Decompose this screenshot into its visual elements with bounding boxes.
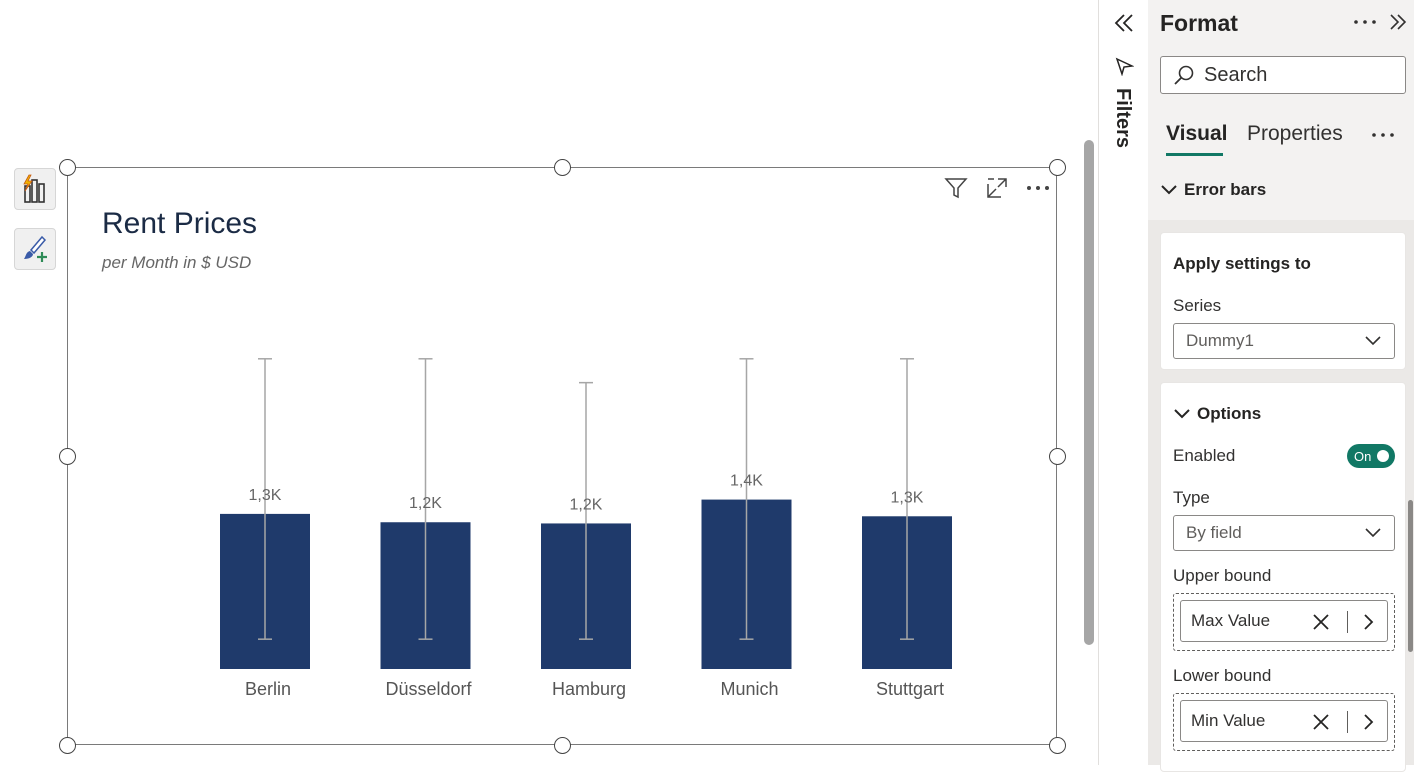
x-tick-label-0: Berlin (245, 679, 291, 699)
canvas-scrollbar[interactable] (1084, 140, 1094, 645)
pill-divider (1347, 611, 1348, 633)
chevron-down-icon (1365, 336, 1381, 346)
format-pane-title: Format (1160, 10, 1238, 36)
resize-handle-bottom[interactable] (554, 737, 571, 754)
collapse-chevrons-icon[interactable] (1113, 12, 1135, 34)
filters-pane (1098, 0, 1148, 765)
upper-bound-label: Upper bound (1173, 566, 1272, 585)
resize-handle-bottom-left[interactable] (59, 737, 76, 754)
search-input[interactable]: Search (1160, 56, 1406, 94)
format-pane: Format Search Visual Properties Error ba… (1148, 0, 1414, 772)
tab-visual[interactable]: Visual (1166, 122, 1228, 145)
resize-handle-top-left[interactable] (59, 159, 76, 176)
enabled-toggle-text: On (1354, 448, 1372, 464)
format-pane-scrollbar[interactable] (1408, 500, 1413, 652)
data-label-0: 1,3K (249, 487, 282, 504)
x-tick-label-2: Hamburg (552, 679, 626, 699)
resize-handle-left[interactable] (59, 448, 76, 465)
filters-pane-label[interactable]: Filters (1112, 88, 1134, 149)
options-card: Options Enabled On Type By field Upper b… (1160, 382, 1406, 772)
focus-mode-icon (987, 178, 1007, 198)
chevron-down-icon (1365, 528, 1381, 538)
more-options-button[interactable] (1023, 173, 1053, 203)
chevron-down-icon (1174, 409, 1190, 419)
filter-icon (1115, 57, 1134, 76)
options-heading: Options (1197, 404, 1262, 423)
search-placeholder: Search (1204, 63, 1268, 86)
format-visual-button[interactable] (14, 228, 56, 270)
chevron-down-icon (1161, 185, 1177, 195)
x-tick-label-4: Stuttgart (876, 679, 944, 699)
resize-handle-top-right[interactable] (1049, 159, 1066, 176)
enabled-label: Enabled (1173, 446, 1236, 465)
chart-title: Rent Prices (102, 207, 258, 240)
apply-settings-heading: Apply settings to (1173, 254, 1311, 273)
more-options-icon[interactable] (1352, 18, 1378, 26)
build-visual-button[interactable] (14, 168, 56, 210)
resize-handle-right[interactable] (1049, 448, 1066, 465)
pill-divider (1347, 711, 1348, 733)
upper-bound-field[interactable]: Max Value (1180, 600, 1388, 642)
type-dropdown-value: By field (1186, 523, 1242, 542)
toggle-knob (1377, 450, 1389, 462)
more-options-icon (1027, 186, 1049, 190)
resize-handle-top[interactable] (554, 159, 571, 176)
data-label-4: 1,3K (891, 489, 924, 506)
series-label: Series (1173, 296, 1222, 315)
enabled-toggle[interactable]: On (1347, 444, 1395, 468)
bar-chart: 1,3K Berlin 1,2K Düsseldorf 1,2K Hamburg 1,4K M… (220, 358, 952, 699)
tab-properties[interactable]: Properties (1247, 122, 1343, 145)
resize-handle-bottom-right[interactable] (1049, 737, 1066, 754)
upper-bound-well[interactable]: Max Value (1173, 593, 1395, 651)
tabs-more-icon[interactable] (1370, 131, 1396, 139)
remove-field-icon[interactable] (1311, 712, 1331, 732)
focus-mode-button[interactable] (982, 173, 1012, 203)
lower-bound-label: Lower bound (1173, 666, 1272, 685)
series-dropdown[interactable]: Dummy1 (1173, 323, 1395, 359)
options-header[interactable]: Options (1173, 404, 1261, 424)
error-bars-section-header[interactable]: Error bars (1160, 180, 1266, 200)
error-bars-section-label: Error bars (1184, 180, 1267, 199)
lower-bound-well[interactable]: Min Value (1173, 693, 1395, 751)
data-label-3: 1,4K (730, 473, 763, 490)
build-visual-icon (23, 174, 45, 203)
chevron-right-icon[interactable] (1363, 612, 1375, 632)
data-label-1: 1,2K (409, 495, 442, 512)
chart-subtitle: per Month in $ USD (102, 253, 252, 272)
tab-visual-underline (1166, 153, 1223, 156)
lower-bound-value: Min Value (1191, 711, 1266, 730)
type-label: Type (1173, 488, 1210, 507)
paintbrush-icon (24, 235, 47, 262)
x-tick-label-3: Munich (720, 679, 778, 699)
chevron-right-icon[interactable] (1363, 712, 1375, 732)
filter-icon (944, 178, 968, 199)
apply-settings-card: Apply settings to Series Dummy1 (1160, 232, 1406, 370)
filter-button[interactable] (941, 173, 971, 203)
x-tick-label-1: Düsseldorf (385, 679, 472, 699)
upper-bound-value: Max Value (1191, 611, 1271, 630)
expand-chevrons-icon[interactable] (1388, 12, 1408, 32)
search-icon (1174, 65, 1194, 85)
series-dropdown-value: Dummy1 (1186, 331, 1255, 350)
data-label-2: 1,2K (570, 496, 603, 513)
lower-bound-field[interactable]: Min Value (1180, 700, 1388, 742)
remove-field-icon[interactable] (1311, 612, 1331, 632)
type-dropdown[interactable]: By field (1173, 515, 1395, 551)
